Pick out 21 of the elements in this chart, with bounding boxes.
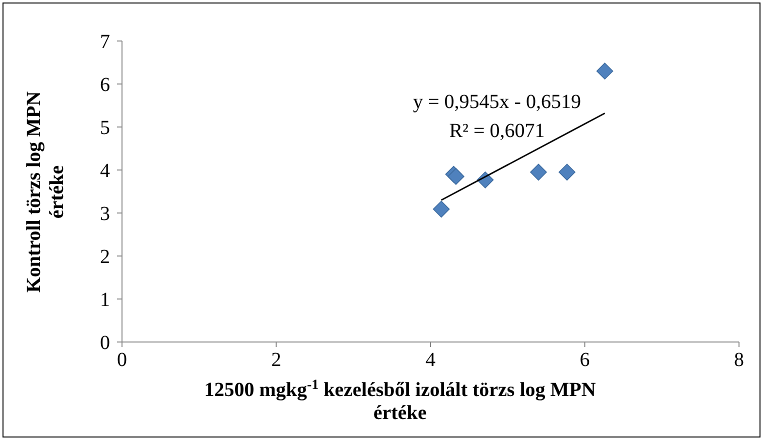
x-tick-label: 6 bbox=[580, 349, 590, 371]
x-tick-label: 4 bbox=[426, 349, 436, 371]
y-tick-label: 4 bbox=[100, 160, 110, 182]
y-tick-label: 0 bbox=[100, 332, 110, 354]
y-tick-label: 6 bbox=[100, 74, 110, 96]
x-tick-label: 2 bbox=[271, 349, 282, 371]
annotation: R² = 0,6071 bbox=[449, 120, 545, 142]
x-axis-title: 12500 mgkg$^{-1}$ kezelésből izolált törzs log MPN értéke bbox=[204, 378, 596, 424]
point bbox=[432, 200, 450, 218]
x-tick-label: 0 bbox=[117, 349, 127, 371]
point bbox=[530, 164, 547, 181]
annotation: y = 0,9545x - 0,6519 bbox=[413, 91, 581, 113]
y-axis-title: Kontroll törzs log MPN értéke bbox=[23, 90, 68, 293]
y-tick-label: 2 bbox=[100, 246, 110, 268]
y-tick-label: 3 bbox=[100, 203, 110, 225]
x-tick-label: 8 bbox=[734, 349, 744, 371]
y-tick-label: 7 bbox=[100, 31, 110, 53]
point bbox=[558, 164, 576, 181]
point bbox=[596, 62, 614, 80]
y-tick-label: 1 bbox=[100, 289, 110, 311]
y-tick-label: 5 bbox=[100, 117, 110, 139]
